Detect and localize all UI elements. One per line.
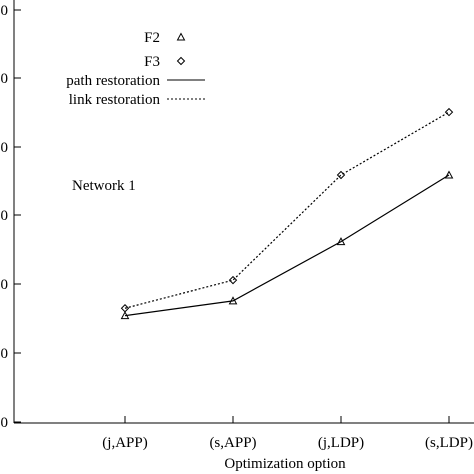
y-tick-label: 0 — [1, 277, 9, 293]
data-point-diamond — [228, 275, 238, 285]
data-point-triangle — [176, 32, 186, 41]
data-point-triangle — [336, 237, 346, 246]
y-tick-label: 0 — [1, 346, 9, 362]
x-tick-label: (j,APP) — [102, 435, 147, 451]
y-tick-label: 0 — [1, 208, 9, 224]
legend: F2 F3 path restoration link restoration — [66, 30, 205, 108]
legend-label: F3 — [144, 54, 160, 70]
x-tick-label: (s,LDP) — [425, 435, 473, 451]
x-tick-label: (j,LDP) — [318, 435, 364, 451]
data-point-diamond — [120, 304, 130, 313]
x-axis-label: Optimization option — [224, 456, 346, 472]
y-tick-label: 0 — [1, 415, 9, 431]
y-tick-label: 0 — [1, 140, 9, 156]
data-point-diamond — [176, 56, 186, 66]
ticks: 0 0 0 0 0 0 0 (j,APP) (s,APP) (j,LDP) (s,LDP) — [1, 3, 473, 451]
series-line-f2 — [124, 174, 450, 317]
axes — [13, 0, 474, 424]
data-point-triangle — [120, 311, 130, 320]
y-tick-label: 0 — [1, 3, 9, 19]
data-point-triangle — [444, 170, 454, 179]
legend-label: link restoration — [69, 92, 161, 108]
x-tick-label: (s,APP) — [209, 435, 256, 451]
legend-label: F2 — [144, 30, 160, 46]
data-point-triangle — [228, 296, 238, 305]
data-point-diamond — [336, 170, 346, 180]
series-line-f3 — [124, 111, 450, 309]
annotation: Network 1 — [72, 178, 136, 194]
legend-label: path restoration — [66, 73, 160, 89]
series — [120, 107, 454, 320]
y-tick-label: 0 — [1, 71, 9, 87]
data-point-diamond — [444, 107, 454, 117]
